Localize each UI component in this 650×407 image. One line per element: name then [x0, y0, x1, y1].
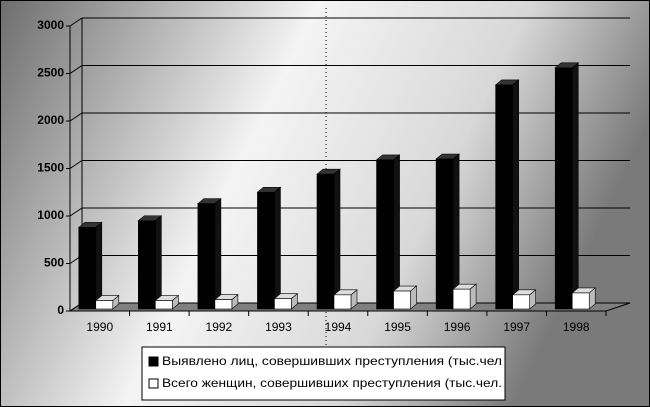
y-tick-label: 1500 — [37, 161, 64, 175]
bar — [554, 67, 573, 310]
grid-line — [69, 160, 83, 169]
legend-swatch — [148, 356, 159, 367]
y-tick-label: 3000 — [37, 18, 64, 32]
grid-line — [69, 17, 83, 27]
bar-side — [512, 79, 519, 310]
bar — [257, 191, 275, 310]
legend-swatch — [148, 378, 159, 389]
x-tick-label: 1990 — [86, 320, 113, 334]
bar — [376, 159, 394, 310]
x-tick-label: 1993 — [265, 320, 292, 334]
bar-side — [214, 198, 222, 310]
grid-line — [69, 112, 83, 122]
x-tick-label: 1995 — [384, 320, 411, 334]
legend-box — [141, 346, 506, 401]
bar — [274, 298, 292, 310]
bar — [214, 299, 233, 310]
bar — [452, 288, 471, 310]
bar — [95, 300, 114, 310]
bar — [333, 294, 352, 310]
grid-line — [69, 65, 83, 74]
bar — [571, 292, 590, 310]
bar-side — [155, 215, 162, 310]
bar — [316, 173, 335, 310]
x-tick-label: 1992 — [206, 320, 233, 334]
y-tick-label: 500 — [44, 256, 64, 270]
bar — [495, 84, 513, 310]
legend-label: Всего женщин, совершивших преступления (… — [162, 376, 502, 390]
bar-side — [571, 62, 579, 310]
x-tick-label: 1996 — [444, 320, 471, 334]
bar — [393, 290, 411, 310]
legend-label: Выявлено лиц, совершивших преступления (… — [162, 354, 502, 368]
bar — [155, 300, 173, 310]
bar — [512, 294, 530, 310]
x-tick-label: 1998 — [563, 320, 590, 334]
grid-line — [69, 207, 83, 217]
bar — [197, 203, 216, 310]
bar-side — [333, 168, 341, 310]
y-tick-label: 0 — [57, 303, 64, 317]
y-tick-label: 2500 — [37, 66, 64, 80]
bar — [78, 227, 97, 310]
bar-side — [393, 154, 400, 310]
y-tick-label: 1000 — [37, 208, 64, 222]
x-tick-label: 1994 — [325, 320, 352, 334]
bar — [138, 220, 156, 310]
x-tick-label: 1991 — [146, 320, 173, 334]
bar-side — [274, 186, 281, 310]
bar — [435, 158, 454, 310]
x-tick-label: 1997 — [503, 320, 530, 334]
y-tick-label: 2000 — [37, 113, 64, 127]
